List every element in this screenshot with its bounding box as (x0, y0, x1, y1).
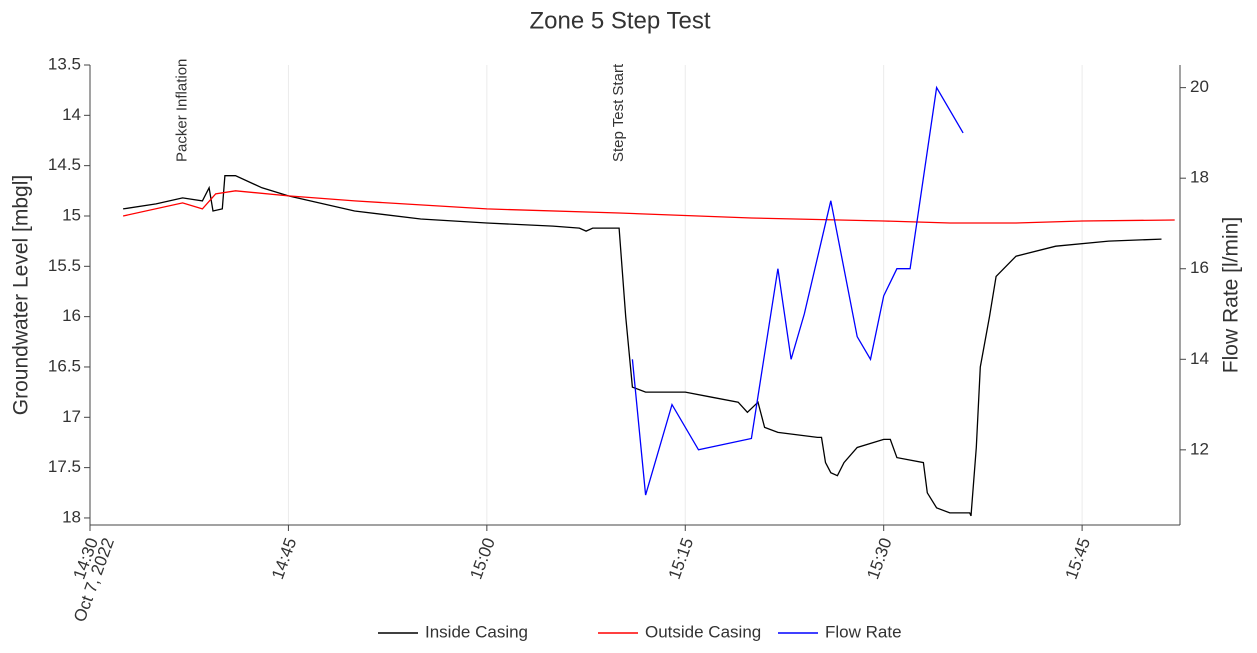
y2-tick-label: 14 (1190, 349, 1209, 368)
series-line (123, 175, 1162, 517)
y-tick-label: 17.5 (48, 457, 81, 476)
x-tick-label: 14:45 (268, 535, 300, 581)
y-tick-label: 15.5 (48, 256, 81, 275)
y2-tick-label: 16 (1190, 258, 1209, 277)
y-tick-label: 14 (62, 105, 81, 124)
y-tick-label: 13.5 (48, 54, 81, 73)
y2-tick-label: 12 (1190, 439, 1209, 458)
y2-axis-label: Flow Rate [l/min] (1220, 217, 1243, 373)
y-tick-label: 16 (62, 306, 81, 325)
x-tick-label: 15:15 (665, 535, 697, 581)
y-axis-label: Groundwater Level [mbgl] (10, 175, 33, 415)
y-tick-label: 18 (62, 507, 81, 526)
x-tick-label: 15:30 (863, 535, 895, 581)
y-tick-label: 16.5 (48, 356, 81, 375)
y-tick-label: 15 (62, 205, 81, 224)
legend-label: Flow Rate (825, 622, 902, 641)
y-tick-label: 17 (62, 407, 81, 426)
y-tick-label: 14.5 (48, 155, 81, 174)
series-line (122, 190, 1175, 224)
legend-label: Inside Casing (425, 622, 528, 641)
y2-tick-label: 18 (1190, 168, 1209, 187)
annotation: Step Test Start (610, 63, 627, 162)
series-line (631, 85, 964, 496)
x-tick-label: 15:00 (466, 535, 498, 581)
y2-tick-label: 20 (1190, 77, 1209, 96)
annotation: Packer Inflation (174, 59, 191, 162)
x-tick-label: 15:45 (1062, 535, 1094, 581)
chart-title: Zone 5 Step Test (529, 7, 710, 34)
legend-label: Outside Casing (645, 622, 761, 641)
